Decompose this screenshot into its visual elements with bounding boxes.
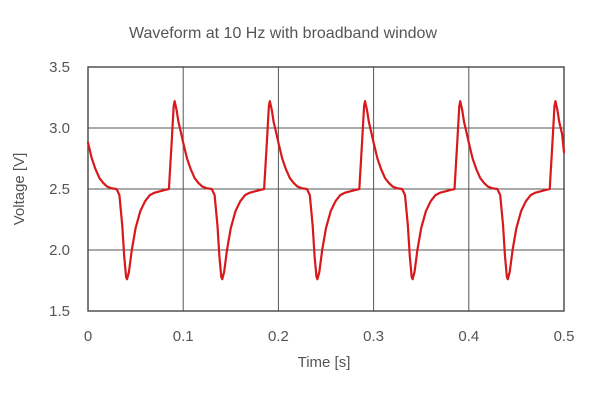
y-axis-ticks: 1.5 2.0 2.5 3.0 3.5	[49, 59, 70, 320]
x-axis-label: Time [s]	[298, 354, 351, 371]
voltage-series-line	[86, 100, 566, 281]
plot-frame	[87, 66, 565, 312]
y-tick-label: 3.0	[49, 120, 70, 137]
x-tick-label: 0.4	[458, 328, 479, 345]
series-layer	[86, 100, 566, 281]
y-tick-label: 3.5	[49, 59, 70, 76]
x-tick-label: 0.1	[173, 328, 194, 345]
x-axis-ticks: 0 0.1 0.2 0.3 0.4 0.5	[84, 328, 575, 345]
chart-title: Waveform at 10 Hz with broadband window	[129, 25, 437, 42]
y-tick-label: 1.5	[49, 303, 70, 320]
y-tick-label: 2.5	[49, 181, 70, 198]
x-tick-label: 0.2	[268, 328, 289, 345]
y-tick-label: 2.0	[49, 242, 70, 259]
x-tick-label: 0.5	[554, 328, 575, 345]
x-tick-label: 0	[84, 328, 92, 345]
y-axis-label: Voltage [V]	[11, 153, 28, 226]
x-tick-label: 0.3	[363, 328, 384, 345]
